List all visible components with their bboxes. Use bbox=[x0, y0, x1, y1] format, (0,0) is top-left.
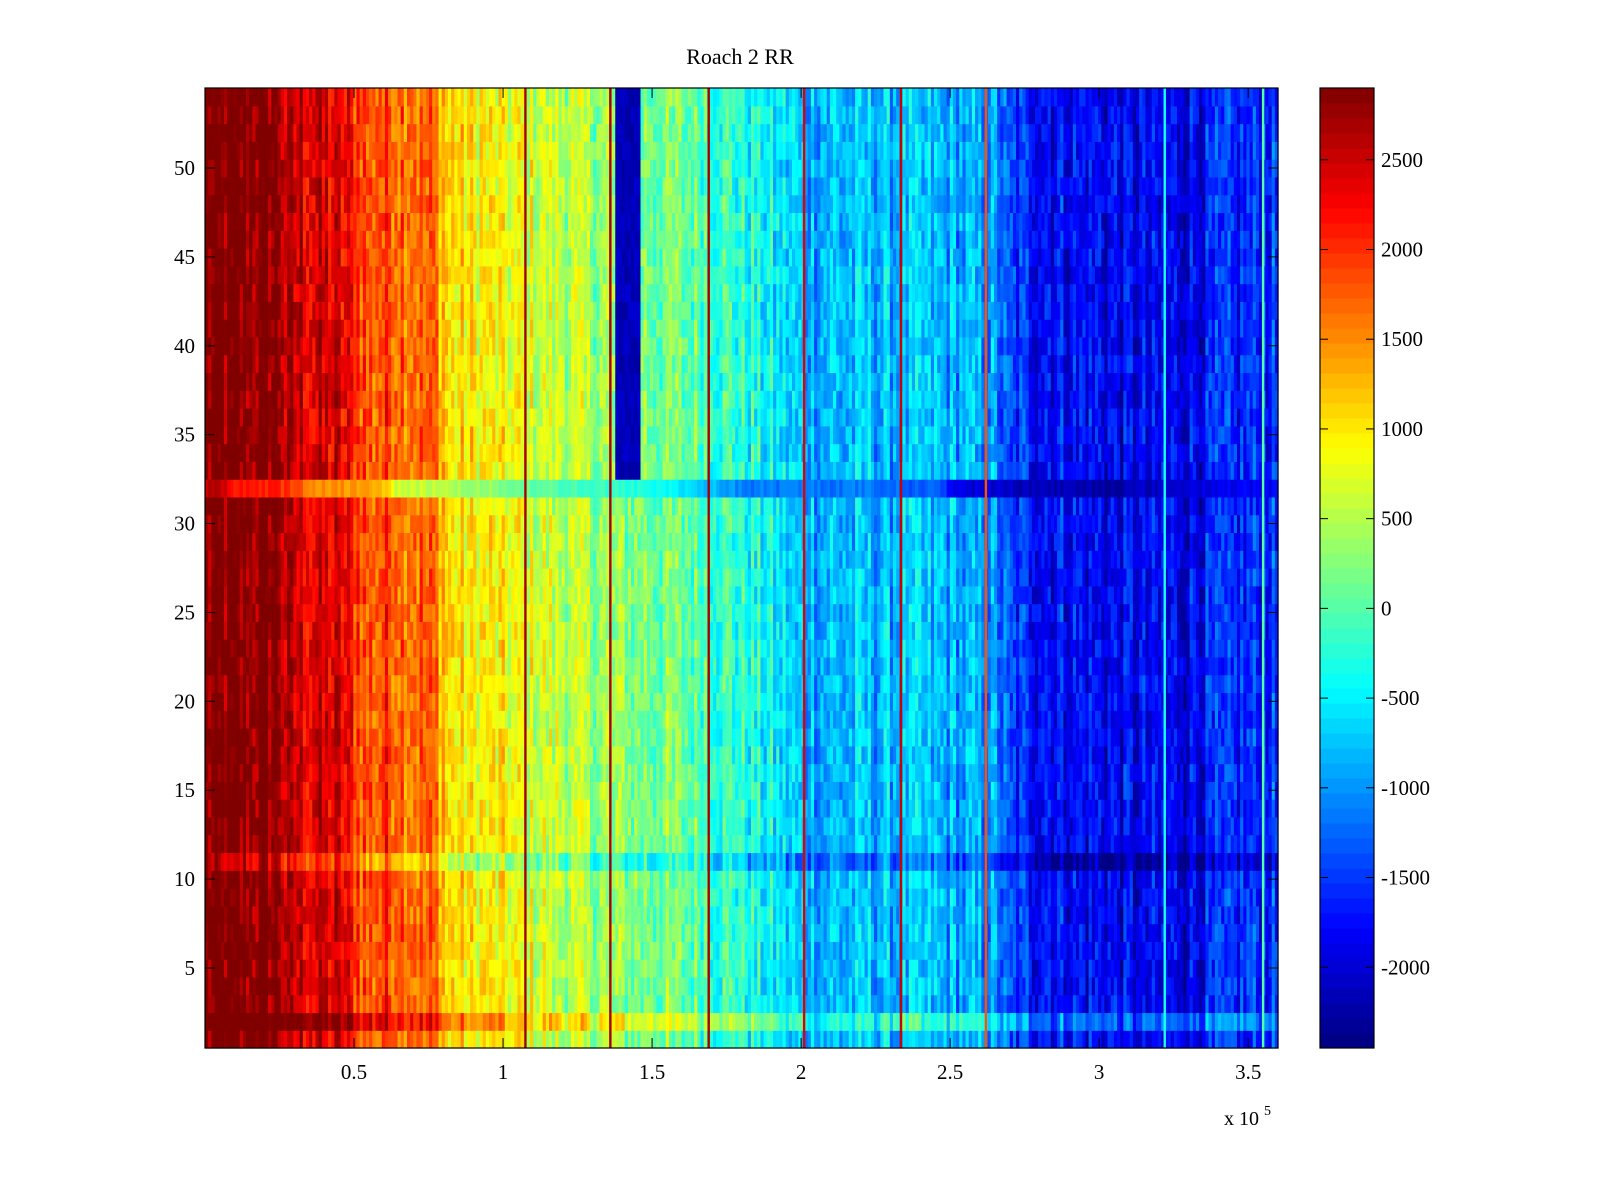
heatmap-cells bbox=[205, 88, 1279, 1049]
chart-title: Roach 2 RR bbox=[686, 44, 794, 69]
